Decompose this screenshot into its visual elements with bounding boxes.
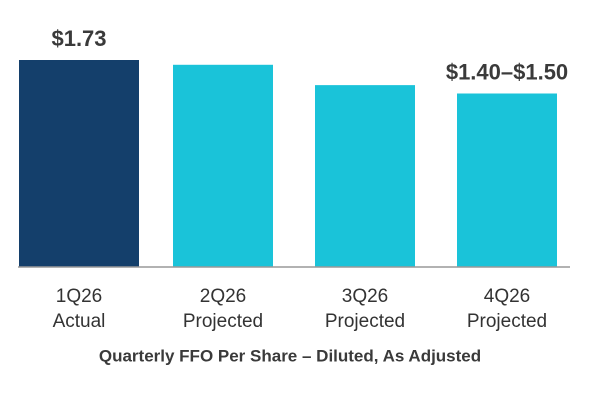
x-tick-label: 3Q26	[342, 286, 388, 307]
x-tick-sublabel: Projected	[325, 311, 405, 332]
x-tick-label: 4Q26	[484, 286, 530, 307]
bar	[19, 60, 139, 267]
x-tick-label: 2Q26	[200, 286, 246, 307]
x-tick-sublabel: Actual	[53, 311, 106, 332]
x-tick-sublabel: Projected	[183, 311, 263, 332]
chart-title: Quarterly FFO Per Share – Diluted, As Ad…	[99, 346, 481, 365]
value-label: $1.73	[51, 26, 106, 51]
bar	[457, 93, 557, 267]
bar	[315, 85, 415, 267]
x-tick-sublabel: Projected	[467, 311, 547, 332]
value-label: $1.40–$1.50	[446, 59, 568, 84]
bar	[173, 64, 273, 267]
x-tick-label: 1Q26	[56, 286, 102, 307]
